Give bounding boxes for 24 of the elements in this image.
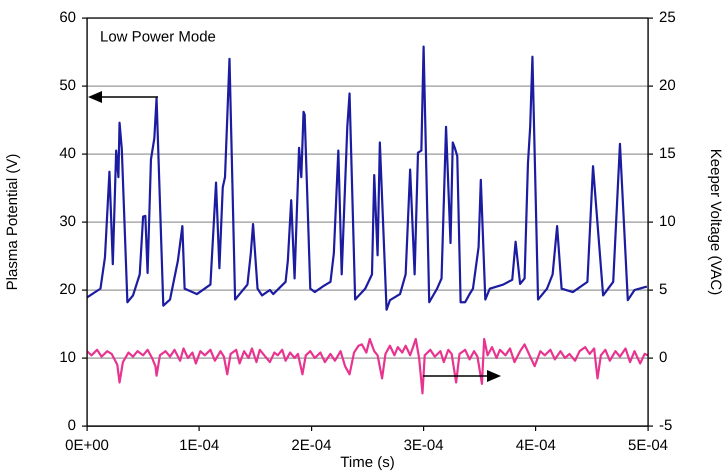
y2-tick-label: 20 [659,77,676,94]
y2-axis-title: Keeper Voltage (VAC) [706,148,724,296]
y2-tick-label: 15 [659,145,676,162]
y2-tick-label: 5 [659,281,668,298]
x-tick-label: 1E-04 [179,437,220,454]
x-tick-label: 0E+00 [65,437,109,454]
y2-tick-label: 10 [659,213,676,230]
x-axis-title: Time (s) [340,454,395,472]
x-tick-label: 4E-04 [516,437,556,454]
y2-tick-label: 0 [659,349,668,366]
y-tick-label: 50 [59,77,76,94]
x-tick-label: 5E-04 [628,437,668,454]
y-tick-label: 20 [59,281,76,298]
y-tick-label: 60 [59,9,76,26]
y-tick-label: 0 [68,417,76,434]
y-tick-label: 10 [59,349,76,366]
y-axis-title: Plasma Potential (V) [4,154,22,290]
x-tick-label: 3E-04 [404,437,444,454]
y-tick-label: 30 [59,213,76,230]
x-tick-label: 2E-04 [291,437,332,454]
y-tick-label: 40 [59,145,76,162]
y2-tick-label: 25 [659,9,676,26]
y2-tick-label: -5 [659,417,672,434]
annotation: Low Power Mode [100,28,216,46]
